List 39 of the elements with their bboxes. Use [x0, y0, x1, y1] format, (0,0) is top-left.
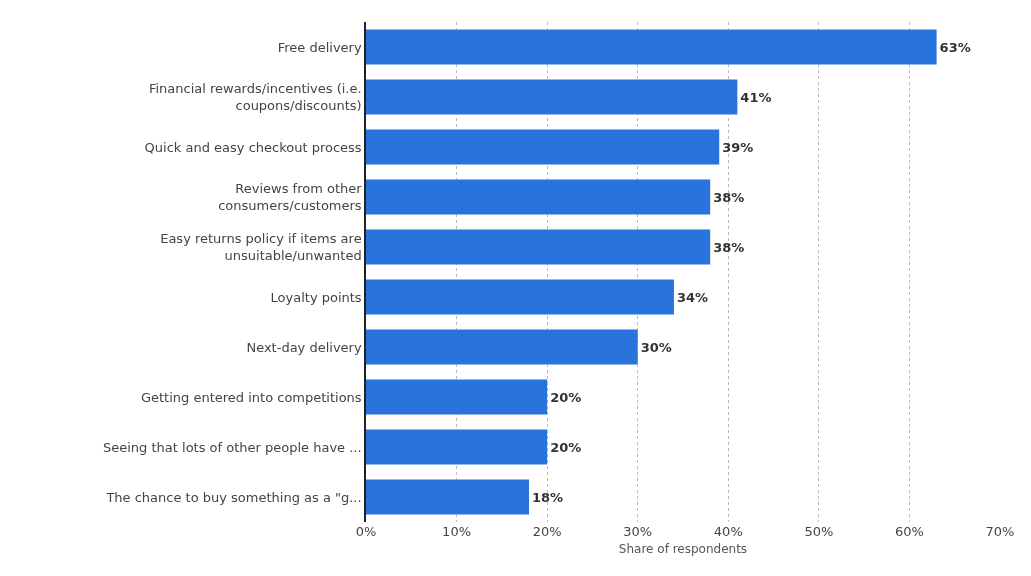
x-tick-label: 10% [442, 524, 472, 539]
y-tick-label: Financial rewards/incentives (i.e. coupons/discounts) [148, 81, 362, 113]
data-label: 63% [939, 39, 971, 55]
y-tick-label: Easy returns policy if items are unsuitable/unwanted [160, 231, 362, 263]
x-tick-label: 0% [355, 524, 377, 539]
data-label: 38% [713, 189, 745, 205]
y-tick-label: Seeing that lots of other people have ... [103, 439, 362, 455]
y-tick-label: Loyalty points [270, 289, 362, 305]
x-tick-label: 70% [985, 524, 1015, 539]
x-axis-title: Share of respondents [618, 541, 748, 556]
bar [366, 329, 638, 365]
bar [366, 379, 548, 415]
x-tick-label: 30% [623, 524, 653, 539]
x-tick-label: 60% [894, 524, 924, 539]
data-label: 38% [713, 239, 745, 255]
y-tick-label: The chance to buy something as a "g... [105, 489, 362, 505]
bar [366, 279, 674, 315]
data-label: 20% [550, 439, 582, 455]
x-tick-label: 20% [532, 524, 562, 539]
bar [366, 79, 738, 115]
data-label: 34% [676, 289, 709, 305]
bar [366, 179, 711, 215]
x-tick-label: 40% [713, 524, 743, 539]
y-tick-label: Free delivery [277, 39, 362, 55]
bar [366, 129, 720, 165]
bar [366, 29, 937, 65]
x-tick-label: 50% [804, 524, 834, 539]
bar [366, 429, 548, 465]
data-label: 18% [532, 489, 564, 505]
data-label: 39% [722, 139, 754, 155]
data-label: 20% [550, 389, 582, 405]
y-tick-label: Reviews from other consumers/customers [218, 181, 363, 213]
data-label: 30% [640, 339, 672, 355]
y-tick-label: Next-day delivery [246, 339, 362, 355]
data-label: 41% [740, 89, 772, 105]
y-tick-label: Quick and easy checkout process [144, 139, 362, 155]
y-tick-label: Getting entered into competitions [140, 389, 362, 405]
bar [366, 229, 711, 265]
bar [366, 479, 530, 515]
